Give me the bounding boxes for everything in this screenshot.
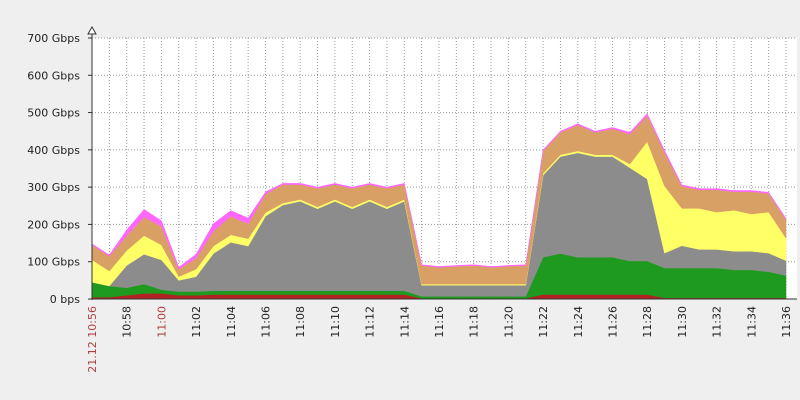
x-tick-label: 11:32 <box>711 306 724 338</box>
x-tick-label: 11:18 <box>468 306 481 338</box>
x-tick-label: 11:04 <box>225 306 238 338</box>
x-tick-label: 11:30 <box>676 306 689 338</box>
y-tick-label: 200 Gbps <box>27 218 80 231</box>
x-tick-label: 11:36 <box>780 306 793 338</box>
y-tick-label: 300 Gbps <box>27 181 80 194</box>
x-tick-label: 11:22 <box>537 306 550 338</box>
x-tick-label: 11:14 <box>398 306 411 338</box>
area <box>91 113 787 270</box>
x-tick-label: 11:02 <box>190 306 203 338</box>
x-tick-label: 10:58 <box>121 306 134 338</box>
y-tick-label: 600 Gbps <box>27 69 80 82</box>
x-tick-label: 11:12 <box>364 306 377 338</box>
x-tick-label: 11:20 <box>502 306 515 338</box>
areas <box>91 113 787 300</box>
y-tick-label: 700 Gbps <box>27 32 80 45</box>
y-tick-label: 400 Gbps <box>27 144 80 157</box>
x-tick-label: 11:08 <box>294 306 307 338</box>
x-tick-label: 11:28 <box>641 306 654 338</box>
x-tick-label: 11:26 <box>607 306 620 338</box>
y-tick-label: 100 Gbps <box>27 256 80 269</box>
x-tick-label: 11:06 <box>260 306 273 338</box>
x-tick-label: 11:10 <box>329 306 342 338</box>
labels: 0 bps 100 Gbps 200 Gbps 300 Gbps 400 Gbps 500… <box>27 32 793 373</box>
x-tick-label: 21.12 10:56 <box>86 306 99 373</box>
x-tick-label: 11:24 <box>572 306 585 338</box>
y-tick-label: 500 Gbps <box>27 107 80 120</box>
y-axis-arrow <box>87 25 97 35</box>
x-tick-label: 11:16 <box>433 306 446 338</box>
y-tick-label: 0 bps <box>50 293 80 306</box>
x-tick-label: 11:00 <box>155 306 168 338</box>
x-tick-label: 11:34 <box>745 306 758 338</box>
